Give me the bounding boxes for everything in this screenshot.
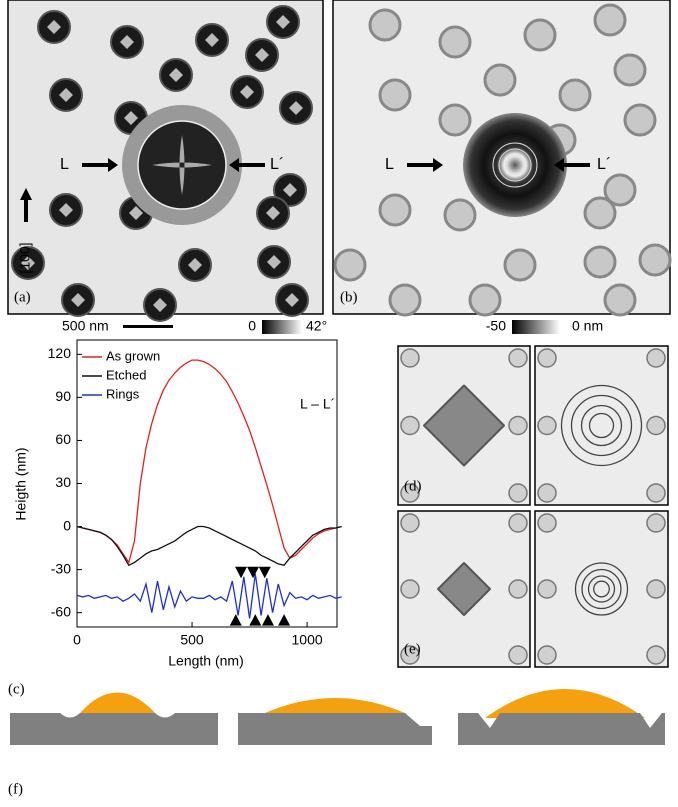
dot bbox=[509, 514, 527, 532]
x-axis-label: Length (nm) bbox=[168, 653, 243, 669]
direction-label: [100] bbox=[17, 242, 33, 273]
marker-label: L bbox=[60, 156, 69, 173]
colorbar-max: 0 nm bbox=[572, 318, 603, 334]
dot bbox=[335, 250, 365, 280]
dot bbox=[538, 646, 556, 664]
dot bbox=[390, 285, 420, 315]
y-tick-label: 0 bbox=[63, 517, 71, 533]
panel-label: (e) bbox=[404, 641, 421, 657]
y-axis-label: Heigth (nm) bbox=[13, 447, 29, 520]
dot bbox=[440, 27, 470, 57]
line bbox=[77, 527, 342, 566]
figure: (a) L L´ (b) L L´ [100] 500 nm 0 42° -50… bbox=[0, 0, 678, 802]
dot bbox=[401, 514, 419, 532]
images-d-e bbox=[398, 346, 668, 667]
line bbox=[77, 574, 342, 619]
marker-up bbox=[230, 614, 242, 625]
panel-label: (d) bbox=[404, 478, 422, 494]
dot bbox=[647, 484, 665, 502]
panel-label: (b) bbox=[340, 289, 358, 305]
dot bbox=[505, 250, 535, 280]
dot bbox=[647, 417, 665, 435]
x-tick-label: 0 bbox=[73, 632, 81, 648]
marker-up bbox=[278, 614, 290, 625]
dot bbox=[625, 105, 655, 135]
dot bbox=[509, 484, 527, 502]
y-tick-label: 30 bbox=[55, 474, 71, 490]
dot bbox=[647, 646, 665, 664]
dot bbox=[585, 247, 615, 277]
dot bbox=[401, 349, 419, 367]
legend-label: Rings bbox=[106, 386, 140, 401]
legend-label: Etched bbox=[106, 367, 146, 382]
dot bbox=[538, 580, 556, 598]
dot bbox=[485, 65, 515, 95]
panel-label: (a) bbox=[14, 289, 31, 305]
dot bbox=[538, 417, 556, 435]
marker-down bbox=[259, 567, 271, 578]
schematic bbox=[10, 689, 665, 745]
colorbar-min: -50 bbox=[486, 318, 506, 334]
dot bbox=[560, 80, 590, 110]
page: {"panels": { "a": {"label": "(a)", "left… bbox=[0, 0, 678, 802]
legend-label: As grown bbox=[106, 348, 160, 363]
dot bbox=[401, 417, 419, 435]
dot bbox=[538, 514, 556, 532]
scale-bar bbox=[123, 325, 173, 328]
marker-label: L bbox=[385, 156, 394, 173]
dot bbox=[647, 580, 665, 598]
y-tick-label: 120 bbox=[48, 345, 72, 361]
marker-up bbox=[262, 614, 274, 625]
marker-label: L´ bbox=[597, 156, 611, 173]
dot bbox=[585, 198, 615, 228]
dot bbox=[647, 514, 665, 532]
crater bbox=[463, 113, 567, 217]
dot bbox=[440, 105, 470, 135]
x-tick-label: 1000 bbox=[292, 632, 323, 648]
dot bbox=[380, 195, 410, 225]
y-tick-label: 90 bbox=[55, 388, 71, 404]
marker-down bbox=[247, 567, 259, 578]
dot bbox=[509, 349, 527, 367]
annotation: L – L´ bbox=[300, 396, 335, 412]
marker-down bbox=[235, 567, 247, 578]
dot bbox=[595, 5, 625, 35]
dot bbox=[370, 10, 400, 40]
x-tick-label: 500 bbox=[180, 632, 204, 648]
colorbar bbox=[262, 320, 302, 334]
dot bbox=[509, 580, 527, 598]
y-tick-label: -60 bbox=[51, 603, 71, 619]
colorbar-max: 42° bbox=[306, 318, 327, 334]
dot bbox=[615, 55, 645, 85]
dot bbox=[647, 349, 665, 367]
y-tick-label: 60 bbox=[55, 431, 71, 447]
dot bbox=[380, 80, 410, 110]
plot-frame bbox=[77, 340, 337, 627]
dot bbox=[445, 200, 475, 230]
marker-up bbox=[249, 614, 261, 625]
dot bbox=[509, 417, 527, 435]
panel-label: (c) bbox=[8, 681, 25, 697]
colorbar bbox=[512, 320, 560, 334]
colorbar-min: 0 bbox=[248, 318, 256, 334]
dot bbox=[640, 245, 670, 275]
panel-label: (f) bbox=[8, 781, 23, 797]
y-tick-label: -30 bbox=[51, 560, 71, 576]
chart: L – L´ Length (nm) Heigth (nm) -60 -30 0 30… bbox=[13, 340, 342, 669]
dot bbox=[509, 646, 527, 664]
marker-label: L´ bbox=[270, 156, 284, 173]
image-b bbox=[333, 0, 670, 315]
dot bbox=[538, 484, 556, 502]
dot bbox=[605, 285, 635, 315]
dot bbox=[470, 285, 500, 315]
dot bbox=[401, 580, 419, 598]
dot bbox=[525, 20, 555, 50]
crater bbox=[138, 121, 226, 209]
scale-label: 500 nm bbox=[62, 318, 109, 334]
dot bbox=[538, 349, 556, 367]
